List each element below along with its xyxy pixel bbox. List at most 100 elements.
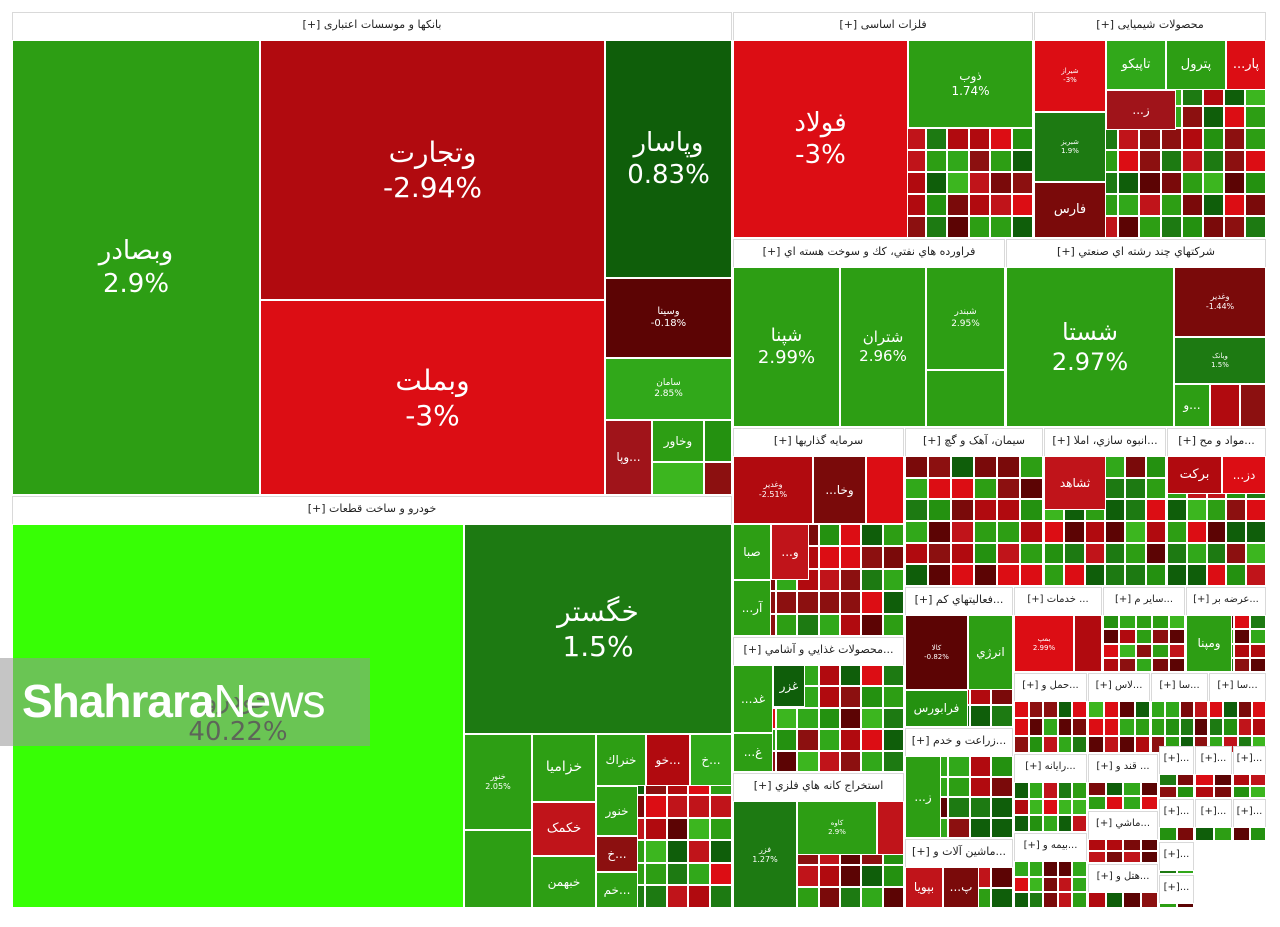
small-stock-tile[interactable]	[968, 128, 991, 150]
small-stock-tile[interactable]	[1152, 657, 1169, 672]
stock-tile[interactable]: شیراز -3%	[1034, 40, 1106, 112]
stock-tile[interactable]: ...پ	[943, 867, 979, 908]
small-stock-tile[interactable]	[839, 546, 862, 569]
sector-title[interactable]: استخراج كانه هاي فلزي [+]	[753, 779, 884, 792]
small-stock-tile[interactable]	[1206, 564, 1227, 586]
small-stock-tile[interactable]	[1011, 150, 1033, 172]
small-stock-tile[interactable]	[1181, 194, 1203, 216]
sector-title[interactable]: ...سا [+]	[1217, 680, 1258, 691]
small-stock-tile[interactable]	[947, 128, 969, 150]
sector-title[interactable]: ...مواد و مح [+]	[1178, 434, 1255, 447]
small-stock-tile[interactable]	[1072, 892, 1087, 908]
small-stock-tile[interactable]	[990, 150, 1012, 172]
stock-tile[interactable]: خگستر 1.5%	[464, 524, 732, 734]
small-stock-tile[interactable]	[997, 499, 1020, 521]
stock-tile[interactable]	[866, 456, 904, 524]
small-stock-tile[interactable]	[1140, 892, 1158, 908]
sector-title[interactable]: سرمايه گذاريها [+]	[773, 434, 864, 447]
small-stock-tile[interactable]	[1088, 892, 1106, 908]
small-stock-tile[interactable]	[644, 885, 667, 908]
small-stock-tile[interactable]	[1105, 564, 1126, 586]
sector-title[interactable]: ...حمل و [+]	[1022, 680, 1079, 691]
small-stock-tile[interactable]	[1014, 701, 1029, 719]
small-stock-tile[interactable]	[839, 686, 862, 708]
small-stock-tile[interactable]	[818, 546, 840, 569]
small-stock-tile[interactable]	[1179, 701, 1194, 719]
small-stock-tile[interactable]	[1044, 521, 1065, 543]
stock-tile[interactable]: خنور	[596, 786, 638, 836]
stock-tile[interactable]: ...و	[771, 524, 809, 580]
small-stock-tile[interactable]	[1213, 827, 1232, 841]
small-stock-tile[interactable]	[928, 499, 951, 521]
small-stock-tile[interactable]	[1160, 216, 1182, 238]
sector-title[interactable]: ...[+]	[1200, 806, 1227, 817]
small-stock-tile[interactable]	[839, 523, 862, 546]
stock-tile[interactable]	[1074, 615, 1102, 672]
small-stock-tile[interactable]	[1237, 718, 1252, 736]
sector-title[interactable]: فراورده هاي نفتي، كك و سوخت هسته اي [+]	[762, 245, 976, 258]
small-stock-tile[interactable]	[1139, 216, 1161, 238]
small-stock-tile[interactable]	[1057, 815, 1073, 832]
small-stock-tile[interactable]	[1244, 216, 1266, 238]
small-stock-tile[interactable]	[818, 523, 840, 546]
small-stock-tile[interactable]	[1223, 172, 1245, 194]
small-stock-tile[interactable]	[839, 865, 862, 887]
small-stock-tile[interactable]	[1226, 499, 1247, 521]
small-stock-tile[interactable]	[1028, 798, 1044, 816]
stock-tile[interactable]: صبا	[733, 524, 771, 580]
small-stock-tile[interactable]	[947, 194, 969, 216]
small-stock-tile[interactable]	[1105, 839, 1123, 851]
small-stock-tile[interactable]	[1043, 892, 1058, 908]
small-stock-tile[interactable]	[1084, 542, 1105, 565]
small-stock-tile[interactable]	[882, 665, 904, 687]
small-stock-tile[interactable]	[1105, 521, 1126, 543]
small-stock-tile[interactable]	[1223, 194, 1245, 216]
small-stock-tile[interactable]	[1195, 827, 1214, 841]
small-stock-tile[interactable]	[882, 750, 904, 772]
small-stock-tile[interactable]	[1057, 892, 1073, 908]
small-stock-tile[interactable]	[1028, 718, 1044, 736]
small-stock-tile[interactable]	[1168, 629, 1185, 644]
small-stock-tile[interactable]	[1125, 477, 1146, 500]
small-stock-tile[interactable]	[818, 750, 840, 772]
stock-tile[interactable]: فولاد -3%	[733, 40, 908, 238]
sector-title[interactable]: ... قند و [+]	[1096, 761, 1150, 772]
small-stock-tile[interactable]	[1072, 701, 1087, 719]
small-stock-tile[interactable]	[775, 613, 798, 636]
small-stock-tile[interactable]	[1020, 564, 1043, 586]
small-stock-tile[interactable]	[1103, 629, 1120, 644]
small-stock-tile[interactable]	[1072, 798, 1087, 816]
small-stock-tile[interactable]	[1135, 615, 1153, 630]
small-stock-tile[interactable]	[666, 862, 689, 886]
small-stock-tile[interactable]	[951, 542, 974, 565]
small-stock-tile[interactable]	[997, 542, 1020, 565]
small-stock-tile[interactable]	[1140, 839, 1158, 851]
small-stock-tile[interactable]	[1202, 172, 1224, 194]
small-stock-tile[interactable]	[1072, 735, 1087, 753]
small-stock-tile[interactable]	[1181, 172, 1203, 194]
small-stock-tile[interactable]	[1246, 564, 1266, 586]
small-stock-tile[interactable]	[1234, 629, 1250, 644]
small-stock-tile[interactable]	[1118, 216, 1140, 238]
stock-tile[interactable]: وغدیر -1.44%	[1174, 267, 1266, 337]
small-stock-tile[interactable]	[1250, 629, 1266, 644]
small-stock-tile[interactable]	[861, 707, 883, 730]
small-stock-tile[interactable]	[1206, 521, 1227, 543]
small-stock-tile[interactable]	[861, 865, 883, 887]
small-stock-tile[interactable]	[1105, 796, 1123, 810]
small-stock-tile[interactable]	[1233, 786, 1250, 798]
stock-tile[interactable]: کاوه 2.9%	[797, 801, 877, 855]
small-stock-tile[interactable]	[974, 499, 997, 521]
small-stock-tile[interactable]	[1246, 521, 1266, 543]
small-stock-tile[interactable]	[1206, 542, 1227, 565]
small-stock-tile[interactable]	[1103, 643, 1120, 658]
small-stock-tile[interactable]	[1145, 499, 1166, 521]
small-stock-tile[interactable]	[1250, 657, 1266, 672]
small-stock-tile[interactable]	[1103, 735, 1119, 753]
small-stock-tile[interactable]	[710, 840, 732, 863]
small-stock-tile[interactable]	[818, 886, 840, 908]
stock-tile[interactable]: سامان 2.85%	[605, 358, 732, 420]
stock-tile[interactable]: خزامیا	[532, 734, 596, 802]
small-stock-tile[interactable]	[1226, 521, 1247, 543]
small-stock-tile[interactable]	[905, 499, 928, 521]
